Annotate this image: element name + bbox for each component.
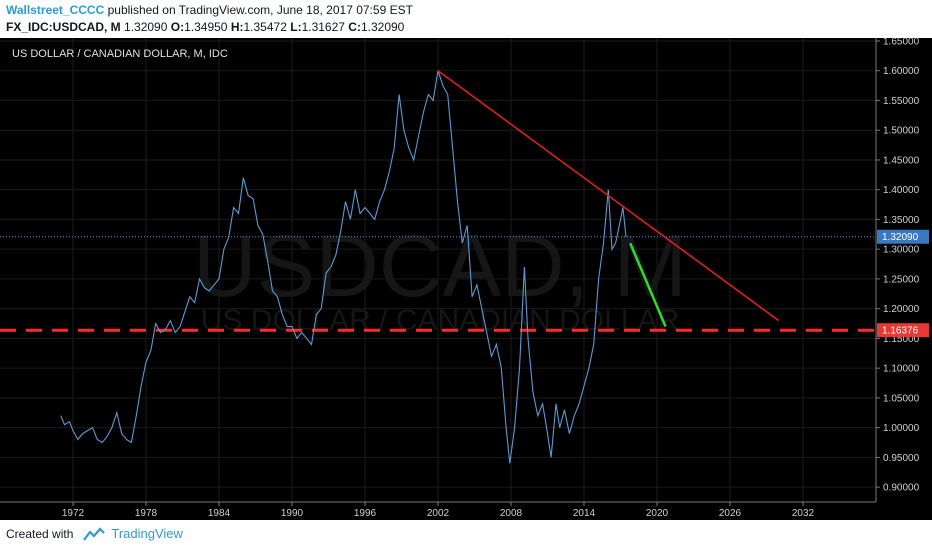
high-value: 1.35472 (243, 20, 287, 34)
close-value: 1.32090 (360, 20, 405, 34)
x-tick-label: 2002 (427, 508, 450, 519)
x-tick-label: 1978 (135, 508, 158, 519)
x-tick-label: 2014 (573, 508, 596, 519)
x-tick-label: 2008 (500, 508, 523, 519)
chart-title: US DOLLAR / CANADIAN DOLLAR, M, IDC (12, 48, 228, 60)
tradingview-logo-icon (83, 526, 106, 541)
y-tick-label: 1.20000 (883, 304, 920, 315)
open-value: 1.34950 (184, 20, 228, 34)
y-tick-label: 1.45000 (883, 155, 920, 166)
last-value: 1.32090 (124, 20, 168, 34)
support-price-label-bg (877, 323, 929, 338)
x-tick-label: 1990 (281, 508, 304, 519)
author-link[interactable]: Wallstreet_CCCC (6, 3, 105, 17)
footer: Created with TradingView (6, 526, 183, 541)
price-chart[interactable]: USDCAD, M US DOLLAR / CANADIAN DOLLAR US… (0, 38, 932, 520)
publish-header: Wallstreet_CCCC published on TradingView… (6, 3, 413, 17)
y-tick-label: 1.50000 (883, 126, 920, 137)
low-value: 1.31627 (301, 20, 345, 34)
x-tick-label: 1984 (208, 508, 231, 519)
x-tick-label: 1996 (354, 508, 377, 519)
x-tick-label: 2020 (646, 508, 669, 519)
projection-line[interactable] (629, 242, 667, 328)
last-price-label-bg (877, 229, 929, 244)
ohlc-header: FX_IDC:USDCAD, M 1.32090 O:1.34950 H:1.3… (6, 20, 404, 34)
y-tick-label: 1.00000 (883, 423, 920, 434)
y-tick-label: 1.30000 (883, 245, 920, 256)
watermark-symbol: USDCAD, M (193, 216, 687, 315)
y-tick-label: 1.65000 (883, 38, 920, 47)
y-tick-label: 1.10000 (883, 364, 920, 375)
y-tick-label: 1.40000 (883, 185, 920, 196)
support-price-label: 1.16376 (882, 326, 919, 337)
open-label: O: (170, 20, 185, 34)
grid (0, 38, 876, 502)
close-label: C: (348, 20, 361, 34)
x-tick-label: 2026 (719, 508, 742, 519)
y-tick-label: 1.15000 (883, 334, 920, 345)
time-axis[interactable]: 1972 1978 1984 1990 1996 2002 2008 2014 2020 2026… (62, 502, 815, 519)
low-label: L: (290, 20, 302, 34)
published-text: published on TradingView.com, June 18, 2… (107, 3, 413, 17)
y-tick-label: 0.95000 (883, 453, 920, 464)
created-with-label: Created with (6, 526, 74, 541)
last-price-label: 1.32090 (882, 232, 919, 243)
price-series-line (60, 70, 627, 464)
y-tick-label: 1.25000 (883, 274, 920, 285)
y-tick-label: 1.05000 (883, 393, 920, 404)
symbol-label: FX_IDC:USDCAD, M (6, 20, 121, 34)
tradingview-brand-link[interactable]: TradingView (111, 526, 183, 541)
watermark-name: US DOLLAR / CANADIAN DOLLAR (201, 304, 679, 337)
x-tick-label: 2032 (792, 508, 815, 519)
x-tick-label: 1972 (62, 508, 85, 519)
high-label: H: (230, 20, 244, 34)
descending-trendline[interactable] (437, 70, 780, 322)
y-tick-label: 1.55000 (883, 96, 920, 107)
y-tick-label: 0.90000 (883, 483, 920, 494)
price-axis[interactable]: 1.65000 1.60000 1.55000 1.50000 1.45000 1.400… (876, 38, 920, 494)
y-tick-label: 1.60000 (883, 66, 920, 77)
y-tick-label: 1.35000 (883, 215, 920, 226)
